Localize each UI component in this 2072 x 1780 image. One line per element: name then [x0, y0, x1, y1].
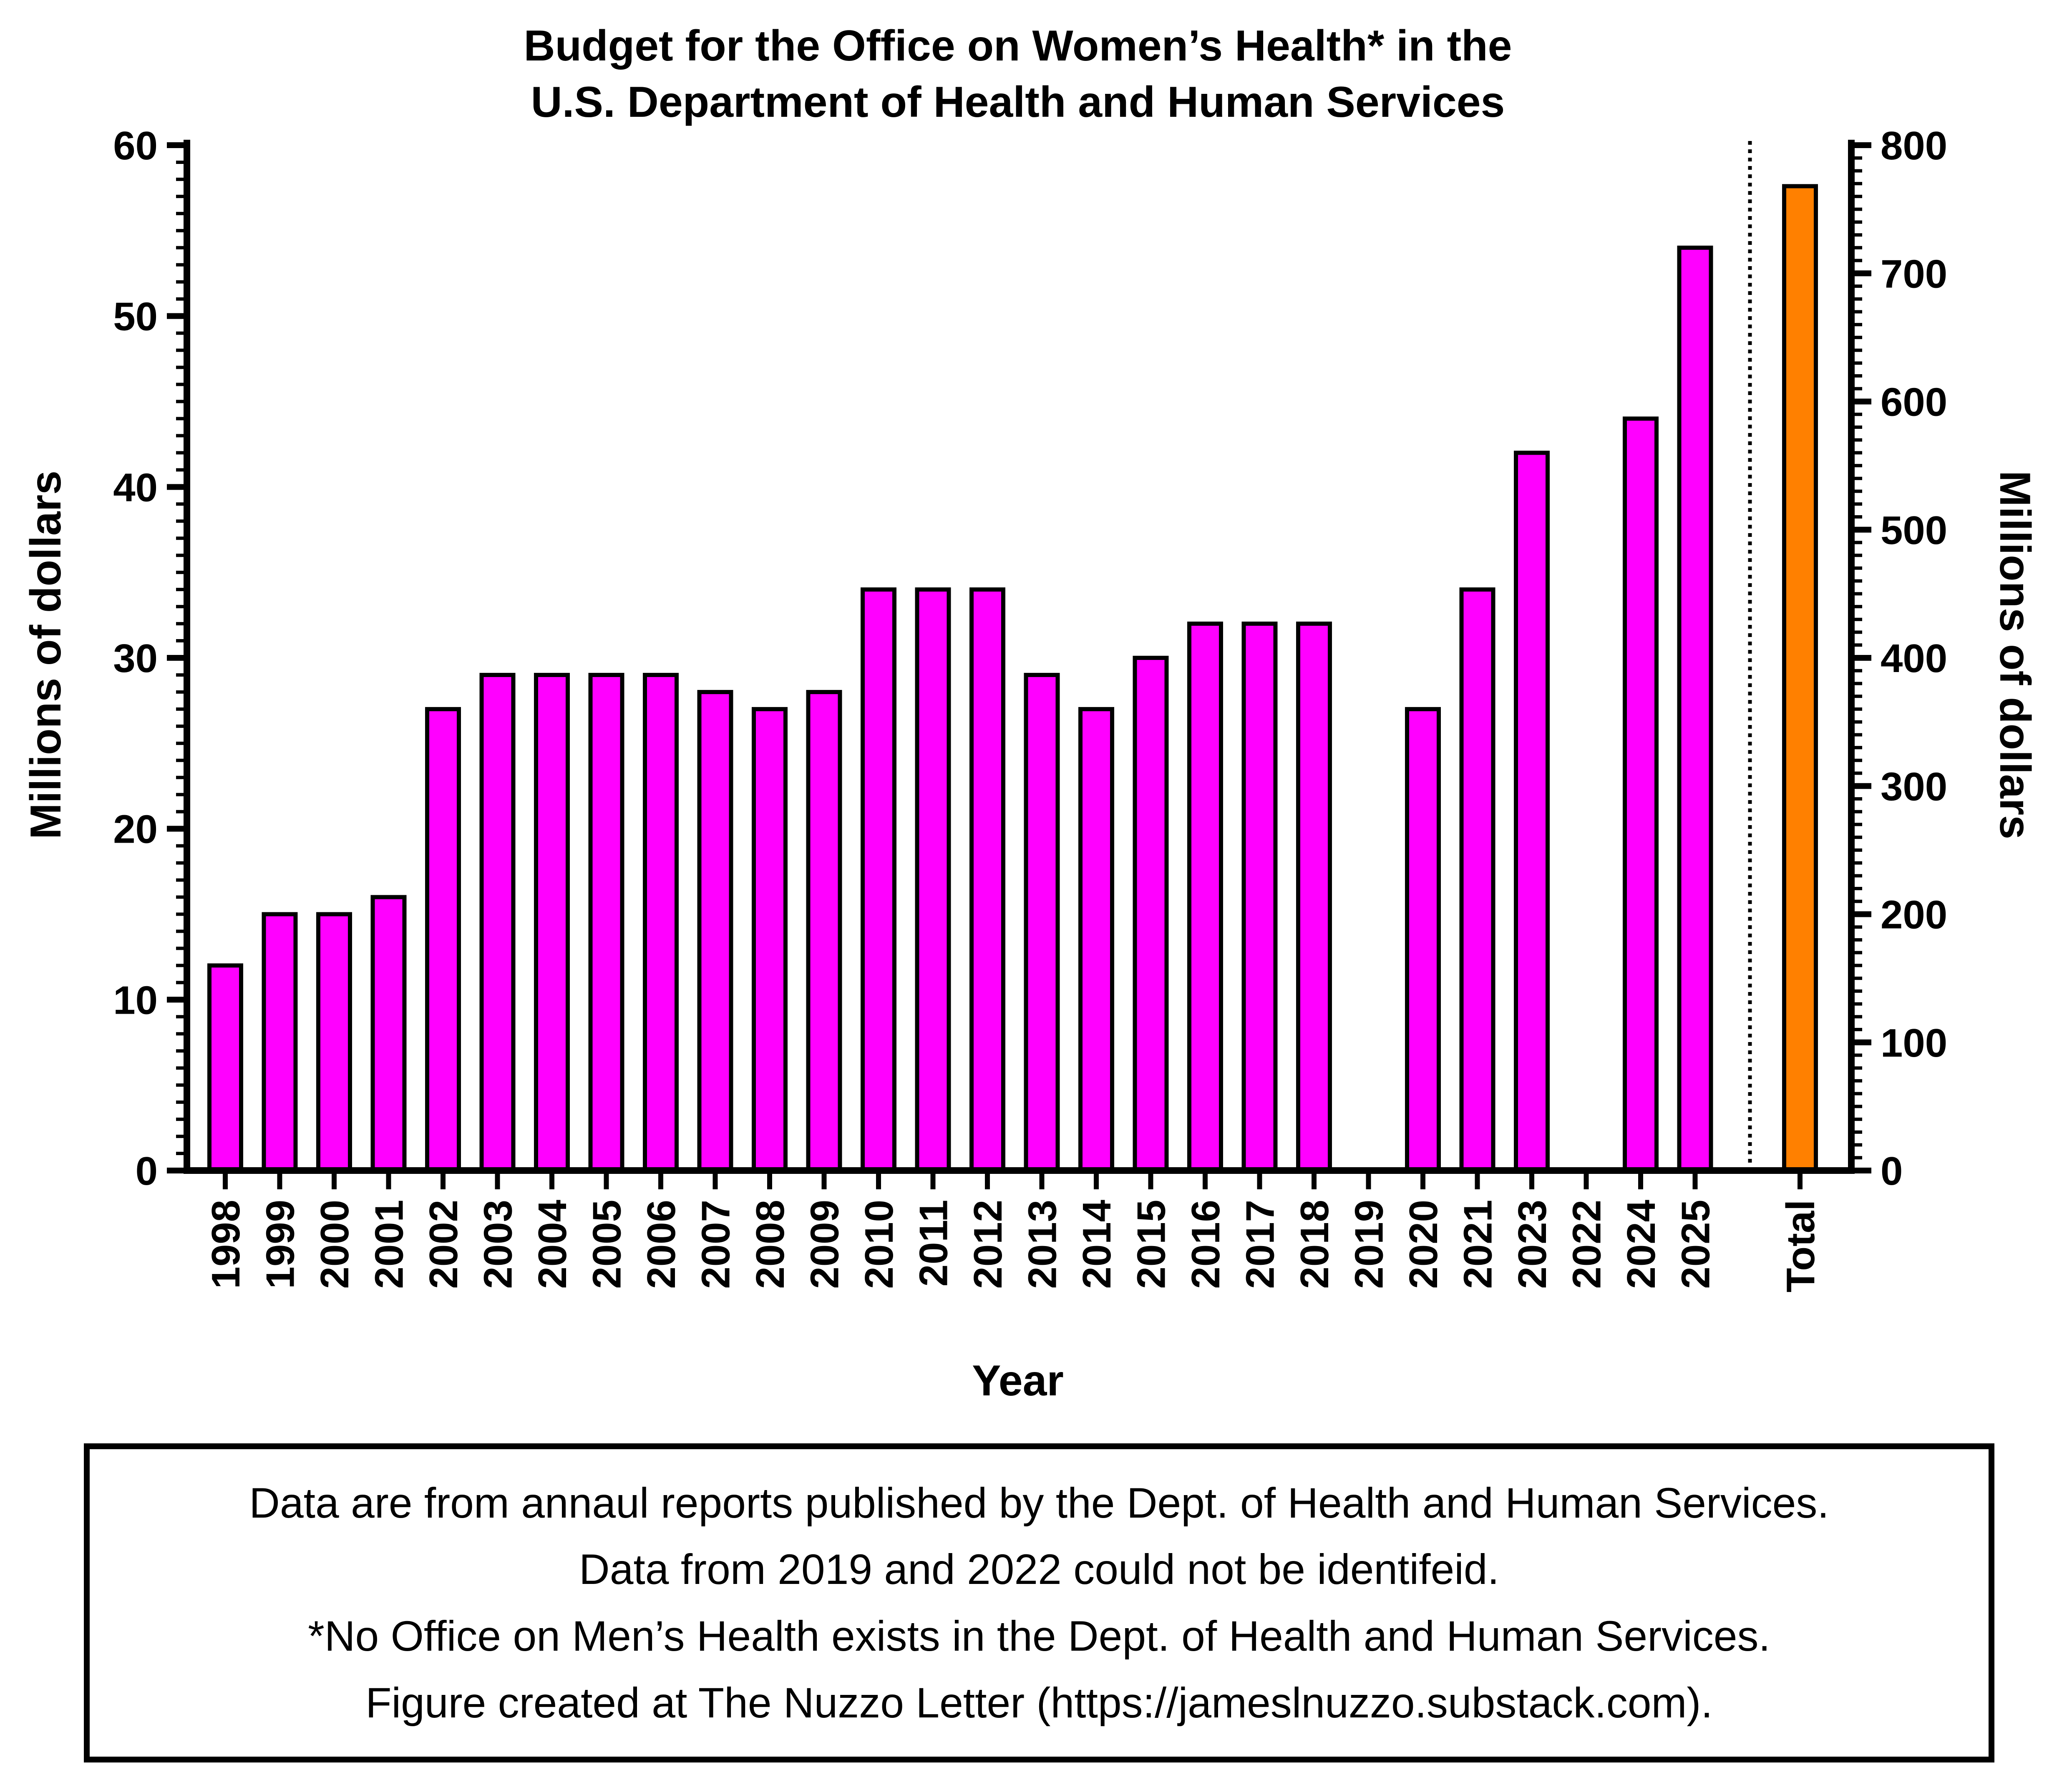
right-tick-label: 500	[1881, 508, 1947, 553]
bar-2014	[1078, 707, 1114, 1173]
chart-title-line-2: U.S. Department of Health and Human Serv…	[531, 78, 1505, 126]
bar-2007	[697, 690, 733, 1173]
chart-title-line-1: Budget for the Office on Women’s Health*…	[524, 22, 1512, 70]
right-tick-label: 100	[1881, 1021, 1947, 1065]
bar-2010	[861, 587, 896, 1173]
bar-2012	[969, 587, 1005, 1173]
x-tick-label-2013: 2013	[1020, 1200, 1065, 1289]
bar-2013	[1024, 672, 1060, 1173]
bar-2009	[806, 690, 842, 1173]
x-tick-label-2014: 2014	[1075, 1200, 1119, 1289]
bar-2006	[643, 672, 679, 1173]
bar-2016	[1187, 622, 1223, 1173]
x-tick-label-2017: 2017	[1238, 1200, 1283, 1289]
note-missing-years: Data from 2019 and 2022 could not be ide…	[579, 1546, 1499, 1594]
bar-2003	[479, 672, 516, 1173]
x-tick-label-total: Total	[1778, 1200, 1823, 1292]
x-tick-label-1998: 1998	[204, 1200, 248, 1289]
x-tick-label-2006: 2006	[639, 1200, 684, 1289]
bar-2015	[1133, 656, 1169, 1173]
x-tick-label-2016: 2016	[1183, 1200, 1228, 1289]
bar-2011	[915, 587, 951, 1173]
right-y-axis-title: Millions of dollars	[1991, 471, 2039, 839]
bar-2005	[588, 672, 624, 1173]
left-tick-label: 50	[113, 295, 158, 339]
x-tick-label-2015: 2015	[1129, 1200, 1174, 1289]
left-tick-label: 30	[113, 636, 158, 681]
left-tick-label: 20	[113, 807, 158, 852]
left-tick-label: 40	[113, 465, 158, 510]
right-tick-label: 200	[1881, 893, 1947, 937]
bar-2021	[1459, 587, 1495, 1173]
x-tick-label-2018: 2018	[1292, 1200, 1337, 1289]
x-tick-label-2011: 2011	[911, 1200, 956, 1287]
bar-total	[1782, 184, 1818, 1173]
x-tick-label-2012: 2012	[966, 1200, 1010, 1289]
x-tick-label-2001: 2001	[367, 1200, 412, 1289]
budget-bar-chart: Budget for the Office on Women’s Health*…	[22, 22, 2039, 1405]
bar-2025	[1677, 245, 1713, 1173]
notes-box: Data are from annaul reports published b…	[84, 1443, 1994, 1762]
x-tick-label-1999: 1999	[258, 1200, 303, 1289]
right-tick-label: 800	[1881, 123, 1947, 168]
note-figure-credit: Figure created at The Nuzzo Letter (http…	[365, 1679, 1713, 1727]
bar-2004	[534, 672, 570, 1173]
bar-1999	[262, 912, 298, 1173]
bar-2008	[752, 707, 788, 1173]
note-data-source: Data are from annaul reports published b…	[249, 1479, 1829, 1527]
right-tick-label: 0	[1881, 1149, 1903, 1193]
x-tick-label-2003: 2003	[476, 1200, 521, 1289]
x-axis-title: Year	[972, 1357, 1064, 1405]
bar-2000	[316, 912, 352, 1173]
left-tick-label: 0	[136, 1149, 158, 1193]
bar-2001	[370, 895, 407, 1173]
bar-1998	[207, 963, 243, 1173]
bar-2023	[1514, 451, 1550, 1173]
bar-2018	[1296, 622, 1332, 1173]
note-mens-health: *No Office on Men’s Health exists in the…	[308, 1612, 1770, 1660]
x-tick-label-2025: 2025	[1674, 1200, 1718, 1289]
x-tick-label-2002: 2002	[421, 1200, 466, 1289]
left-y-axis-title: Millions of dollars	[22, 471, 70, 839]
bar-2024	[1623, 416, 1659, 1173]
right-tick-label: 300	[1881, 764, 1947, 809]
x-tick-label-2022: 2022	[1565, 1200, 1609, 1289]
left-tick-label: 60	[113, 123, 158, 168]
x-tick-label-2019: 2019	[1347, 1200, 1392, 1289]
x-tick-label-2010: 2010	[857, 1200, 901, 1289]
bar-2020	[1405, 707, 1441, 1173]
right-tick-label: 400	[1881, 636, 1947, 681]
x-tick-label-2008: 2008	[748, 1200, 793, 1289]
x-tick-label-2020: 2020	[1401, 1200, 1446, 1289]
bar-2017	[1241, 622, 1278, 1173]
x-tick-label-2023: 2023	[1510, 1200, 1555, 1289]
x-tick-label-2000: 2000	[312, 1200, 357, 1289]
x-tick-label-2004: 2004	[530, 1200, 575, 1289]
right-tick-label: 600	[1881, 380, 1947, 425]
left-tick-label: 10	[113, 978, 158, 1022]
x-tick-label-2024: 2024	[1619, 1200, 1664, 1289]
x-tick-label-2007: 2007	[694, 1200, 738, 1289]
x-tick-label-2005: 2005	[585, 1200, 629, 1289]
bar-2002	[425, 707, 461, 1173]
x-tick-label-2009: 2009	[803, 1200, 847, 1289]
right-tick-label: 700	[1881, 252, 1947, 296]
x-tick-label-2021: 2021	[1456, 1200, 1501, 1289]
